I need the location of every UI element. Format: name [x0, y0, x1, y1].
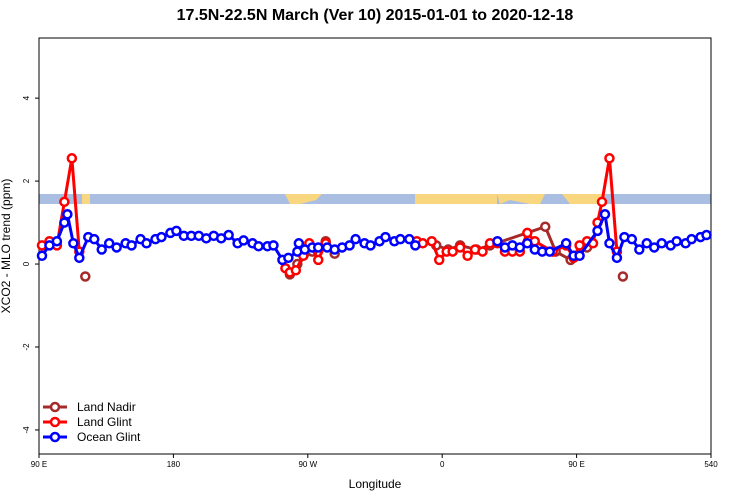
legend-marker	[49, 416, 61, 428]
data-point	[592, 225, 603, 237]
y-tick-label: 0	[22, 261, 31, 266]
data-point	[141, 238, 152, 249]
data-point	[514, 242, 526, 253]
legend-label: Land Nadir	[77, 400, 136, 414]
data-point	[626, 233, 638, 245]
data-point	[74, 252, 85, 264]
data-point	[126, 240, 137, 251]
data-point	[36, 250, 48, 261]
data-point	[313, 242, 324, 253]
data-point	[604, 153, 615, 164]
data-point	[365, 240, 376, 251]
series	[36, 153, 623, 278]
y-tick-label: -4	[22, 426, 31, 434]
data-point	[433, 254, 445, 266]
data-point	[492, 235, 503, 247]
y-tick-label: 2	[22, 178, 31, 183]
data-point	[80, 271, 91, 282]
data-point	[156, 231, 167, 243]
legend-marker	[49, 431, 61, 443]
data-point	[641, 238, 653, 249]
data-point	[617, 271, 629, 282]
data-point	[111, 242, 122, 253]
data-point	[223, 229, 234, 241]
series	[36, 208, 712, 266]
data-point	[44, 240, 55, 251]
chart-title: 17.5N-22.5N March (Ver 10) 2015-01-01 to…	[177, 7, 574, 24]
data-point	[701, 229, 712, 241]
data-point	[103, 238, 115, 249]
data-point	[454, 242, 466, 253]
data-point	[51, 235, 63, 247]
map-strip	[39, 194, 711, 204]
data-point	[574, 240, 585, 251]
data-point	[671, 235, 682, 247]
data-point	[649, 242, 660, 253]
series-line	[41, 158, 619, 275]
y-axis-label: XCO2 - MLO trend (ppm)	[0, 179, 13, 314]
data-point	[604, 238, 615, 249]
data-point	[599, 209, 611, 220]
data-point	[410, 240, 421, 251]
data-point	[426, 235, 437, 247]
data-point	[344, 240, 355, 251]
data-point	[380, 231, 391, 243]
data-point	[656, 238, 667, 249]
data-point	[560, 238, 572, 249]
data-point	[462, 250, 473, 261]
legend-marker	[49, 401, 61, 413]
data-point	[447, 246, 458, 257]
data-point	[66, 153, 78, 164]
data-point	[522, 238, 533, 249]
x-tick-label: 0	[440, 460, 445, 469]
x-axis-label: Longitude	[349, 477, 402, 491]
data-point	[89, 233, 100, 245]
x-tick-label: 90 W	[298, 460, 317, 469]
data-point	[62, 209, 73, 220]
y-tick-label: -2	[22, 343, 31, 351]
data-point	[96, 244, 107, 255]
x-tick-label: 540	[704, 460, 718, 469]
data-point	[596, 196, 608, 208]
data-point	[574, 250, 585, 261]
data-point	[350, 233, 361, 245]
data-point	[293, 238, 305, 249]
x-tick-label: 90 E	[31, 460, 47, 469]
data-point	[268, 240, 279, 251]
data-point	[59, 196, 70, 208]
data-point	[522, 227, 533, 239]
data-point	[404, 233, 415, 245]
data-point	[68, 238, 79, 249]
data-point	[395, 233, 406, 245]
data-point	[477, 246, 488, 257]
data-point	[544, 246, 555, 257]
data-point	[59, 217, 70, 228]
data-point	[290, 265, 302, 276]
data-point	[253, 240, 264, 252]
legend-label: Land Glint	[77, 415, 132, 429]
y-tick-label: 4	[22, 95, 31, 100]
data-point	[171, 225, 182, 237]
data-point	[634, 244, 645, 255]
legend-label: Ocean Glint	[77, 430, 141, 444]
data-point	[283, 252, 294, 264]
data-point	[686, 233, 697, 245]
data-point	[611, 252, 623, 264]
data-point	[313, 254, 324, 266]
x-tick-label: 90 E	[568, 460, 584, 469]
data-point	[238, 235, 249, 246]
data-point	[539, 221, 551, 232]
x-tick-label: 180	[167, 460, 181, 469]
